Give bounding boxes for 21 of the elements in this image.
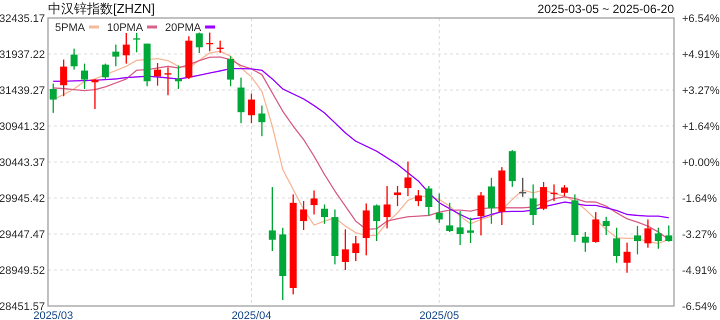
- y2-tick-label: -1.64%: [682, 193, 718, 206]
- y2-tick-label: -6.54%: [682, 301, 718, 313]
- y-tick-label: 29945.42: [0, 193, 45, 205]
- y2-tick-label: +3.27%: [682, 85, 720, 97]
- legend-label: 20PMA: [165, 22, 202, 34]
- legend-label: 10PMA: [106, 22, 144, 34]
- x-tick-label: 2025/05: [419, 310, 460, 320]
- y2-tick-label: +1.64%: [682, 120, 720, 133]
- title: 中汉锌指数[ZHZN]: [48, 1, 155, 16]
- subtitle: 2025-03-05 ~ 2025-06-20: [538, 2, 674, 16]
- y2-tick-label: -3.27%: [682, 229, 718, 241]
- y2-tick-label: +6.54%: [682, 13, 720, 25]
- y-tick-label: 28949.52: [0, 265, 45, 277]
- y2-tick-label: +0.00%: [682, 157, 720, 169]
- y2-tick-label: -4.91%: [682, 265, 718, 278]
- x-tick-label: 2025/04: [232, 310, 272, 320]
- x-tick-label: 2025/03: [33, 310, 74, 320]
- y-tick-label: 28451.57: [0, 301, 45, 313]
- y2-tick-label: +4.91%: [682, 48, 720, 61]
- y-tick-label: 29447.47: [0, 229, 45, 241]
- legend-label: 5PMA: [55, 22, 86, 34]
